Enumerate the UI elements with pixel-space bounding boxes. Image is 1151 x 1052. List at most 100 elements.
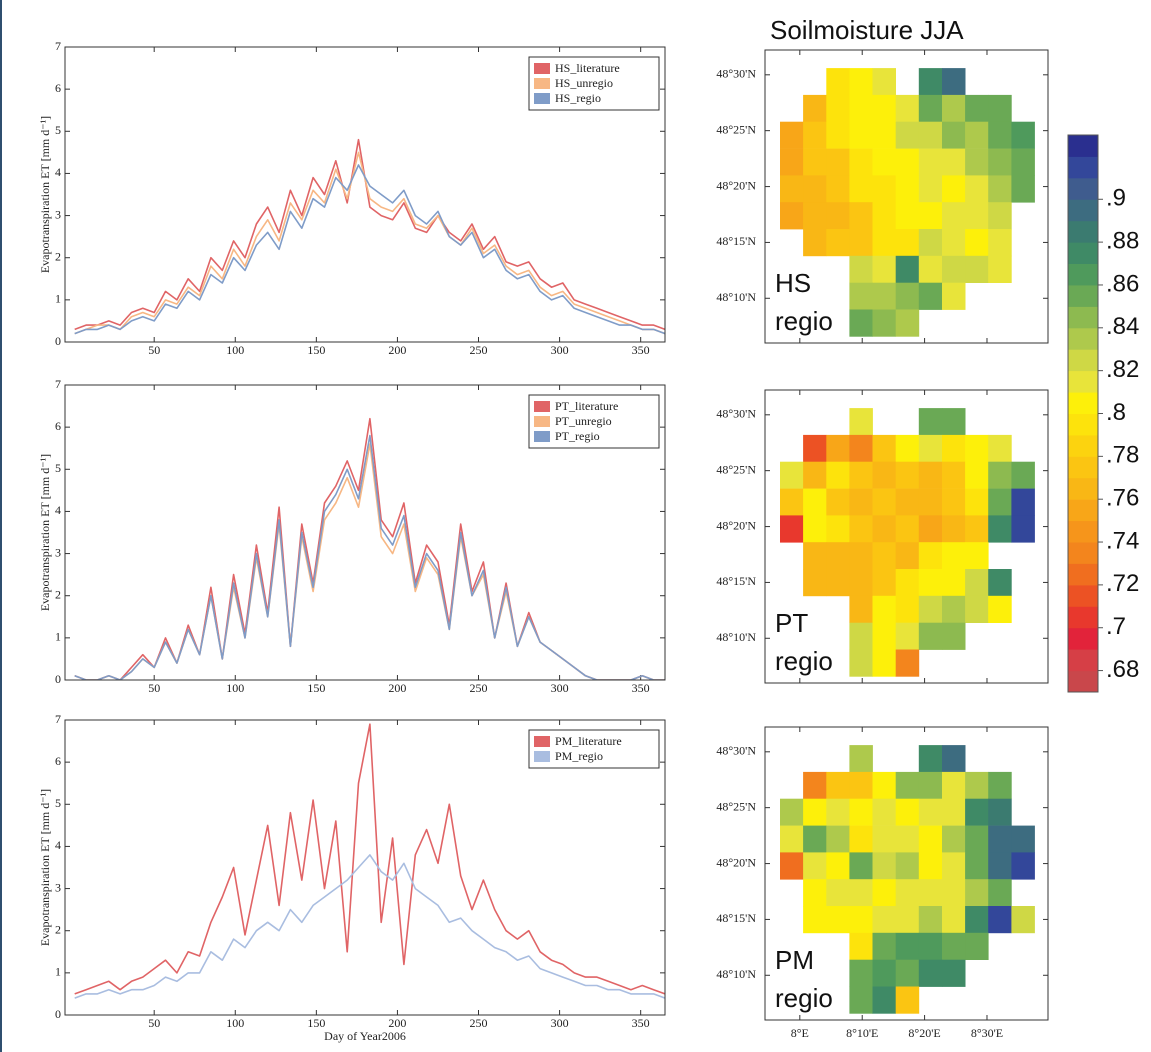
map-cell — [895, 542, 920, 570]
map-cell — [918, 68, 943, 96]
map-cell — [895, 825, 920, 853]
map-cell — [988, 94, 1012, 123]
map-cell — [918, 542, 943, 570]
map-cell — [918, 771, 943, 800]
map-cell — [826, 202, 850, 230]
x-tick-label: 50 — [148, 681, 160, 695]
map-cell — [872, 282, 896, 310]
map-cell — [872, 68, 896, 96]
map-cell — [918, 202, 943, 230]
map-cell — [849, 94, 873, 123]
map-cell — [780, 825, 804, 853]
map-cell — [872, 595, 896, 623]
x-tick-label: 200 — [388, 343, 406, 357]
map-cell — [803, 94, 827, 123]
y-axis-label: Evapotranspiration ET [mm d⁻¹] — [38, 789, 52, 946]
map-cell — [965, 515, 989, 543]
map-cell — [849, 542, 873, 570]
map-cell — [849, 852, 873, 880]
x-tick-label: 250 — [470, 1016, 488, 1030]
map-cell — [965, 229, 989, 257]
map-cell — [942, 906, 966, 934]
colorbar-step — [1068, 306, 1098, 329]
map-cell — [942, 515, 966, 543]
map-cell — [918, 825, 943, 853]
map-cell — [780, 202, 804, 230]
map-cell — [780, 488, 804, 516]
y-tick-label: 2 — [55, 587, 61, 601]
x-tick-label: 150 — [307, 343, 325, 357]
map-cell — [965, 148, 989, 176]
map-cell — [942, 959, 966, 987]
map-cell — [849, 408, 873, 436]
map-cell — [803, 121, 827, 149]
map-cell — [965, 94, 989, 123]
x-tick-label: 150 — [307, 1016, 325, 1030]
map-cell — [803, 515, 827, 543]
map-cell — [1011, 175, 1035, 203]
map-cell — [918, 255, 943, 283]
map-cell — [872, 852, 896, 880]
map-cell — [918, 175, 943, 203]
y-tick-label: 3 — [55, 545, 61, 559]
map-cell — [1011, 852, 1035, 880]
map-cell — [965, 488, 989, 516]
series-line — [74, 164, 665, 335]
map-cell — [1011, 488, 1035, 516]
map-frame — [764, 389, 1049, 684]
map-label: regio — [775, 306, 833, 336]
y-tick-label: 3 — [55, 207, 61, 221]
x-tick-label: 300 — [551, 343, 569, 357]
map-cell — [895, 94, 920, 123]
y-tick-label: 2 — [55, 922, 61, 936]
map-cell — [803, 569, 827, 597]
x-tick-label: 350 — [632, 343, 650, 357]
map-cell — [965, 121, 989, 149]
legend-swatch — [534, 63, 550, 74]
map-cell — [918, 461, 943, 489]
map-cell — [780, 148, 804, 176]
y-axis-label: Evapotranspiration ET [mm d⁻¹] — [38, 116, 52, 273]
x-tick-label: 250 — [470, 343, 488, 357]
y-tick-label: 4 — [55, 165, 61, 179]
map-cell — [895, 202, 920, 230]
map-cell — [849, 121, 873, 149]
map-cell — [988, 434, 1012, 463]
colorbar-step — [1068, 135, 1098, 157]
lon-tick-label: 8°E — [791, 1026, 809, 1040]
map-cell — [803, 488, 827, 516]
map-cell — [988, 148, 1012, 176]
map-cell — [942, 461, 966, 489]
map-cell — [826, 121, 850, 149]
map-cell — [918, 622, 943, 650]
y-tick-label: 7 — [55, 712, 61, 726]
map-cell — [803, 542, 827, 570]
map-cell — [895, 649, 920, 677]
map-cell — [988, 569, 1012, 597]
map-cell — [872, 488, 896, 516]
map-cell — [872, 569, 896, 597]
x-tick-label: 100 — [226, 1016, 244, 1030]
map-cell — [872, 825, 896, 853]
map-cell — [895, 229, 920, 257]
map-cell — [988, 175, 1012, 203]
map-cell — [918, 282, 943, 310]
map-cell — [780, 175, 804, 203]
map-cell — [895, 798, 920, 826]
map-cell — [965, 542, 989, 570]
map-cell — [965, 461, 989, 489]
map-cell — [872, 121, 896, 149]
colorbar-step — [1068, 477, 1098, 500]
lon-tick-label: 8°10'E — [846, 1026, 878, 1040]
map-cell — [965, 852, 989, 880]
legend-label: PT_literature — [555, 399, 618, 413]
colorbar-label: .72 — [1106, 570, 1139, 597]
map-cell — [826, 94, 850, 123]
map-cell — [895, 282, 920, 310]
map-cell — [942, 229, 966, 257]
map-cell — [895, 932, 920, 960]
map-cell — [872, 798, 896, 826]
map-cell — [849, 595, 873, 623]
map-cell — [803, 434, 827, 463]
